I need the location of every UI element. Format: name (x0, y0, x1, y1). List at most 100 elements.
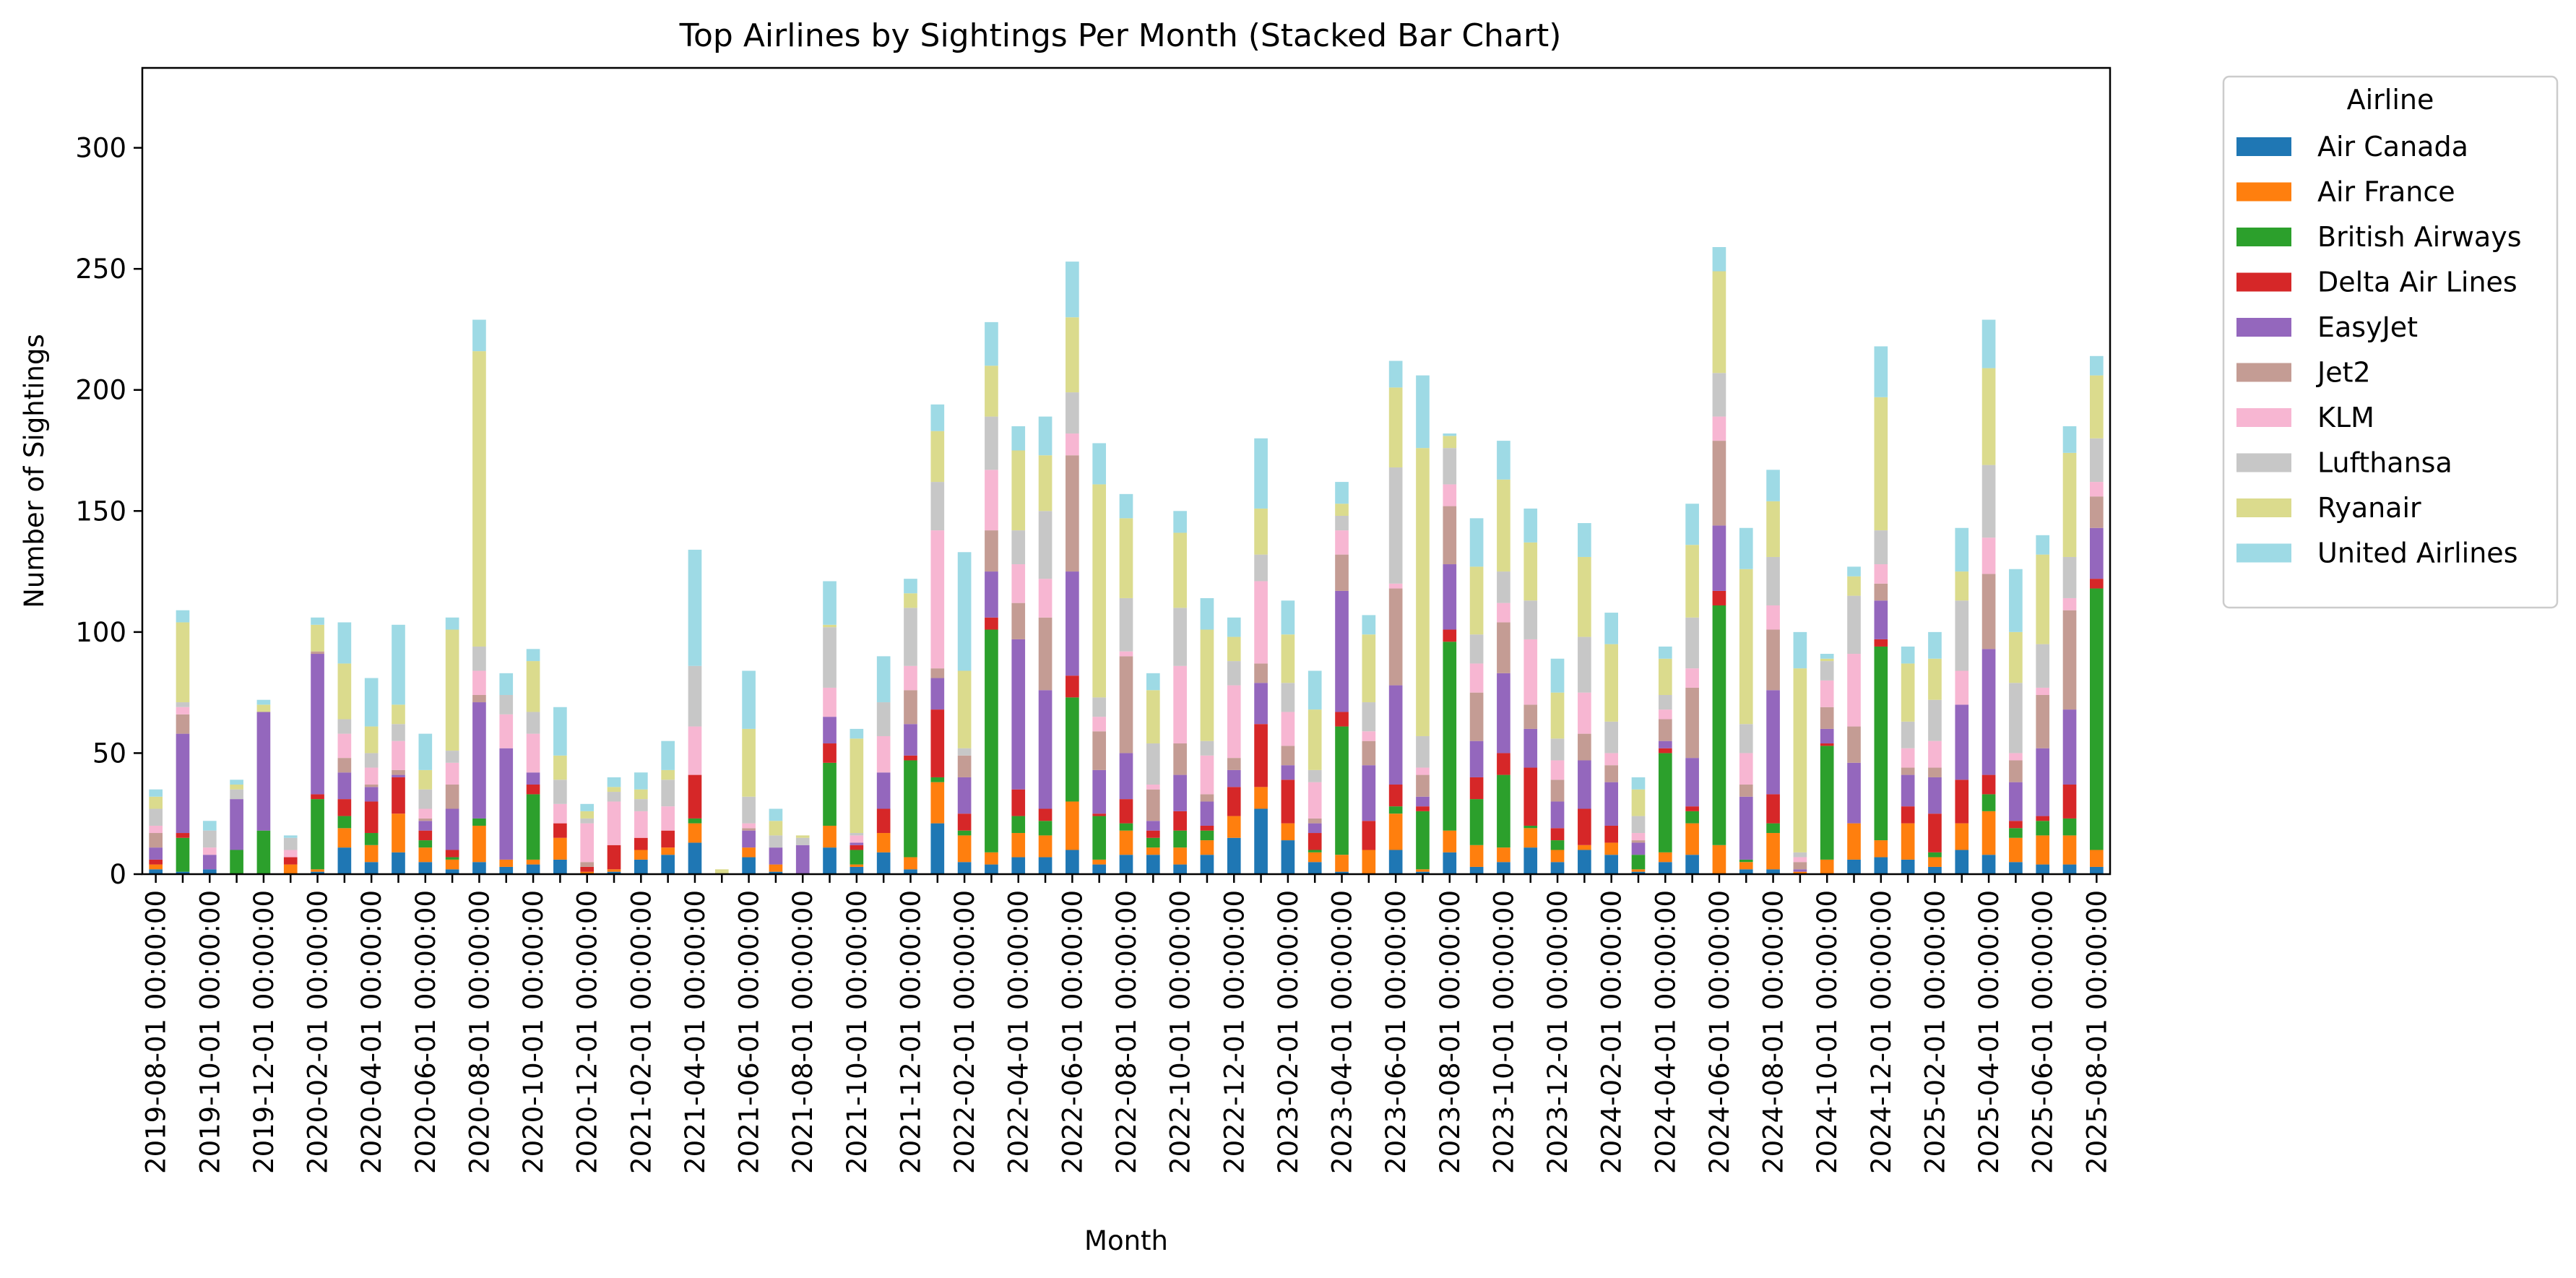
legend-entry-label: British Airways (2317, 221, 2522, 253)
bar-segment (256, 712, 271, 831)
bar-segment (1066, 850, 1079, 874)
bar-segment (526, 864, 540, 874)
bar-segment (1011, 564, 1026, 603)
bar-segment (176, 833, 190, 838)
bar-segment (1416, 871, 1430, 874)
bar-segment (1254, 554, 1268, 582)
bar-segment (1604, 644, 1618, 722)
bar-segment (742, 670, 756, 729)
bar-segment (1981, 574, 1996, 649)
bar-segment (1388, 813, 1403, 850)
bar-segment (1308, 709, 1322, 770)
bar-segment (256, 830, 271, 874)
bar-segment (364, 767, 379, 785)
bar-segment (2062, 785, 2077, 819)
bar-segment (392, 852, 405, 874)
bar-segment (1550, 738, 1565, 761)
y-tick-label: 50 (92, 738, 126, 769)
bar-segment (311, 651, 324, 655)
bar-segment (1416, 796, 1430, 807)
bar-segment (661, 769, 675, 780)
bar-segment (1038, 511, 1053, 579)
bar-segment (634, 850, 648, 860)
bar-segment (1523, 542, 1538, 601)
bar-segment (1847, 566, 1861, 577)
bar-segment (1847, 726, 1861, 763)
bar-segment (2062, 864, 2077, 874)
bar-segment (1955, 704, 1969, 780)
bar-segment (1523, 828, 1538, 848)
bar-segment (1739, 753, 1753, 785)
bar-segment (526, 794, 540, 860)
bar-segment (1497, 622, 1510, 673)
bar-segment (634, 799, 648, 811)
bar-segment (499, 859, 514, 867)
bar-segment (1443, 830, 1457, 852)
bar-segment (149, 825, 163, 834)
bar-segment (1227, 617, 1241, 637)
bar-segment (1443, 433, 1457, 436)
bar-segment (850, 866, 864, 874)
bar-segment (1497, 441, 1510, 480)
bar-segment (445, 617, 459, 630)
bar-segment (445, 859, 459, 870)
bar-segment (742, 728, 756, 797)
bar-segment (795, 835, 810, 838)
x-tick-label: 2020-06-01 00:00:00 (410, 890, 441, 1174)
bar-segment (1092, 731, 1107, 770)
bar-segment (1766, 794, 1780, 824)
bar-segment (1038, 835, 1053, 858)
bar-segment (1793, 852, 1807, 858)
bar-segment (1173, 743, 1187, 775)
bar-segment (661, 741, 675, 770)
bar-segment (445, 850, 459, 858)
bar-segment (1092, 813, 1107, 816)
bar-segment (688, 726, 702, 775)
bar-segment (823, 624, 837, 628)
bar-segment (1388, 360, 1403, 388)
bar-segment (392, 624, 405, 705)
bar-segment (472, 670, 486, 695)
x-tick-label: 2023-04-01 00:00:00 (1327, 890, 1358, 1174)
bar-segment (418, 830, 433, 841)
bar-segment (364, 726, 379, 754)
bar-segment (472, 646, 486, 671)
bar-segment (2090, 579, 2104, 589)
bar-segment (904, 755, 917, 761)
bar-segment (526, 772, 540, 785)
bar-segment (1766, 556, 1780, 605)
bar-segment (1469, 634, 1484, 664)
bar-segment (337, 663, 352, 720)
bar-segment (1523, 847, 1538, 874)
bar-segment (1254, 724, 1268, 787)
bar-segment (1038, 579, 1053, 618)
bar-segment (957, 813, 972, 831)
bar-segment (1550, 840, 1565, 850)
bar-segment (1901, 721, 1915, 748)
bar-segment (1981, 465, 1996, 538)
bar-segment (1955, 600, 1969, 671)
bar-segment (1146, 743, 1160, 785)
bar-segment (149, 847, 163, 860)
bar-segment (1874, 639, 1888, 647)
bar-segment (2009, 569, 2023, 632)
bar-segment (1793, 857, 1807, 863)
bar-segment (1066, 571, 1079, 676)
x-tick-label: 2020-04-01 00:00:00 (356, 890, 387, 1174)
bar-segment (1604, 782, 1618, 826)
bar-segment (445, 751, 459, 763)
legend-entry-label: Air Canada (2317, 131, 2468, 163)
legend-entry-label: Jet2 (2316, 357, 2371, 389)
bar-segment (553, 803, 567, 824)
bar-segment (1523, 728, 1538, 768)
bar-segment (876, 852, 891, 874)
bar-segment (283, 837, 298, 850)
bar-segment (688, 774, 702, 819)
bar-segment (1092, 717, 1107, 732)
bar-segment (1119, 651, 1133, 657)
bar-segment (1308, 850, 1322, 852)
bar-segment (1631, 833, 1646, 841)
bar-segment (1388, 785, 1403, 807)
bar-segment (634, 789, 648, 800)
bar-segment (418, 840, 433, 848)
